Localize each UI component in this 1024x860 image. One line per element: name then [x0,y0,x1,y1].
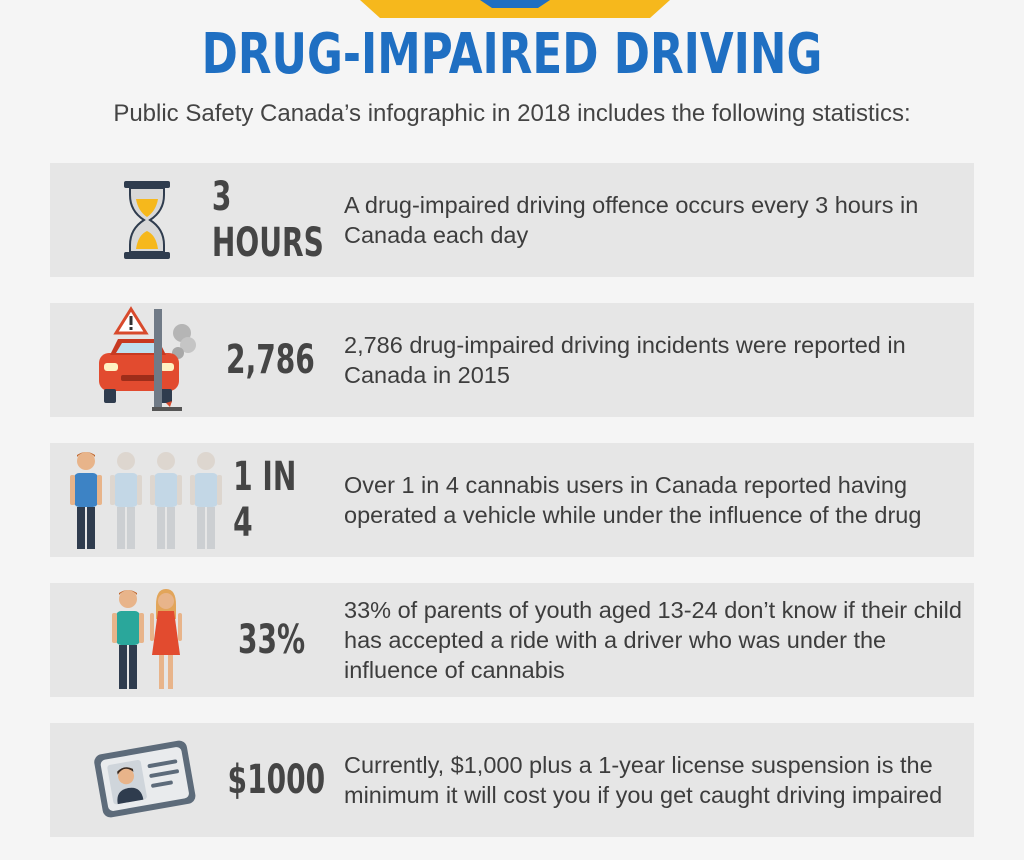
stat-value-hours: 3 HOURS [211,174,324,266]
car-crash-icon [99,306,196,411]
stat-value-parents: 33% [237,617,305,663]
page-subtitle: Public Safety Canada’s infographic in 20… [113,100,911,127]
parents-icon [112,589,182,689]
stat-description-cannabis: Over 1 in 4 cannabis users in Canada rep… [344,472,922,528]
stat-description-hours: A drug-impaired driving offence occurs e… [344,192,919,248]
stat-value-cannabis: 1 IN 4 [233,454,297,546]
top-banner-decoration [360,0,670,18]
page-title: DRUG-IMPAIRED DRIVING [201,22,823,87]
stat-row-cannabis: 1 IN 4 Over 1 in 4 cannabis users in Can… [50,443,974,557]
stat-row-incidents: 2,786 2,786 drug-impaired driving incide… [50,303,974,417]
license-card-icon [94,740,196,818]
stat-row-parents: 33% 33% of parents of youth aged 13-24 d… [50,583,974,697]
people-group-icon [70,452,222,549]
stat-row-fine: $1000 Currently, $1,000 plus a 1-year li… [50,723,974,837]
stat-description-incidents: 2,786 drug-impaired driving incidents we… [344,332,906,388]
hourglass-icon [124,181,170,259]
stat-description-fine: Currently, $1,000 plus a 1-year license … [344,752,943,808]
stat-description-parents: 33% of parents of youth aged 13-24 don’t… [344,597,962,683]
stat-value-fine: $1000 [227,757,325,803]
stat-value-incidents: 2,786 [226,337,315,383]
stat-row-hours: 3 HOURS A drug-impaired driving offence … [50,163,974,277]
